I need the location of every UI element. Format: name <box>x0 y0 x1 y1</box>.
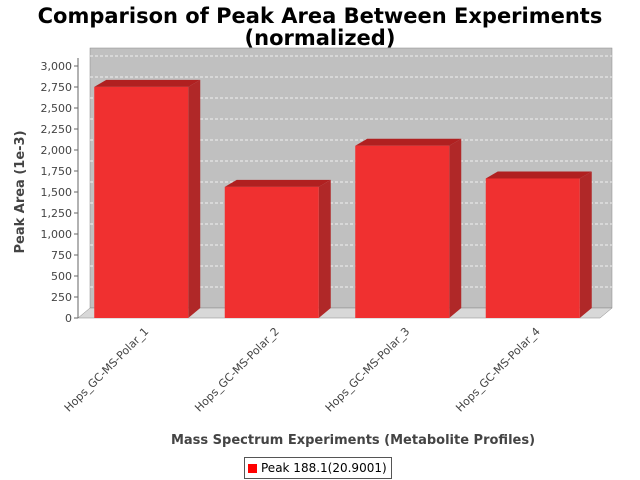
bar-top-face <box>485 171 592 179</box>
legend-swatch <box>248 463 257 473</box>
bar-top-face <box>224 179 331 187</box>
bar-side-face <box>188 79 201 318</box>
x-tick-label: Hops_GC-MS-Polar_2 <box>192 325 282 415</box>
y-tick-label: 2,500 <box>41 102 73 115</box>
y-tick-label: 1,250 <box>41 207 73 220</box>
legend-label: Peak 188.1(20.9001) <box>261 461 387 475</box>
bar <box>485 171 592 318</box>
y-axis-label: Peak Area (1e-3) <box>13 130 28 253</box>
bar <box>94 79 201 318</box>
x-tick-label: Hops_GC-MS-Polar_3 <box>323 325 413 415</box>
x-axis-label: Mass Spectrum Experiments (Metabolite Pr… <box>171 433 535 448</box>
chart-title-line-1: Comparison of Peak Area Between Experime… <box>37 4 603 28</box>
bar-side-face <box>449 138 462 318</box>
y-tick-label: 750 <box>51 249 72 262</box>
bar-front-face <box>94 86 189 318</box>
bar <box>355 138 462 318</box>
bar-side-face <box>579 171 592 318</box>
y-tick-label: 1,750 <box>41 165 73 178</box>
y-tick-label: 2,000 <box>41 144 73 157</box>
bar <box>224 179 331 318</box>
bar-front-face <box>224 186 319 318</box>
x-tick-label: Hops_GC-MS-Polar_1 <box>62 325 152 415</box>
bar-top-face <box>94 79 201 87</box>
bar-side-face <box>318 179 331 318</box>
y-tick-label: 500 <box>51 270 72 283</box>
y-tick-label: 1,500 <box>41 186 73 199</box>
y-tick-label: 1,000 <box>41 228 73 241</box>
legend: Peak 188.1(20.9001) <box>244 457 392 479</box>
bar-top-face <box>355 138 462 146</box>
y-tick-label: 2,750 <box>41 81 73 94</box>
y-tick-label: 3,000 <box>41 60 73 73</box>
chart-title-line-2: (normalized) <box>244 26 396 50</box>
bar-front-face <box>485 178 580 318</box>
y-tick-label: 0 <box>65 312 72 325</box>
x-tick-label: Hops_GC-MS-Polar_4 <box>453 325 543 415</box>
y-tick-label: 250 <box>51 291 72 304</box>
bar-front-face <box>355 145 450 318</box>
y-tick-label: 2,250 <box>41 123 73 136</box>
